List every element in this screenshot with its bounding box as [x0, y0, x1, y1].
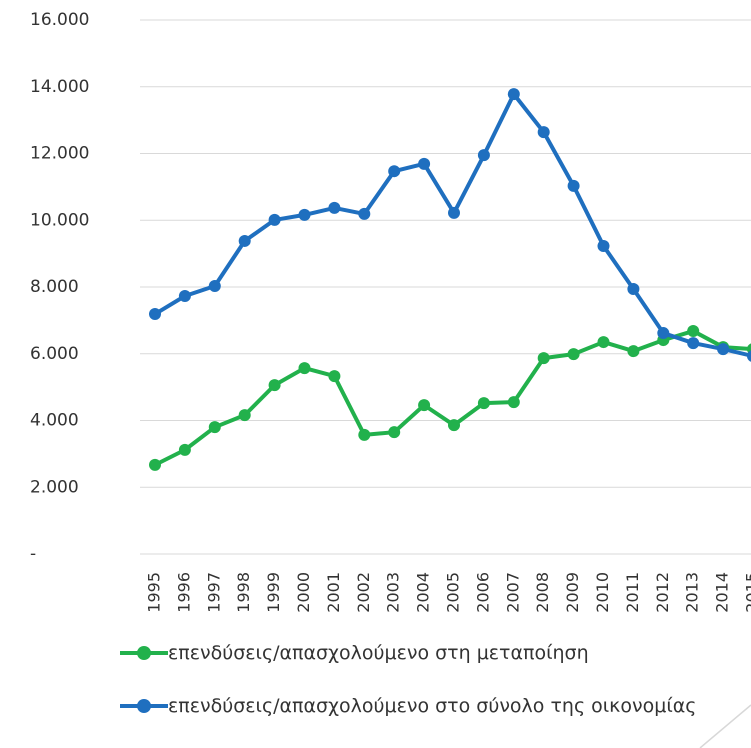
- x-tick-label: 1996: [174, 572, 193, 613]
- y-tick-label: 6.000: [30, 344, 79, 364]
- x-tick-label: 2010: [593, 572, 612, 613]
- data-point: [149, 308, 161, 321]
- data-point: [358, 428, 371, 441]
- data-point: [717, 343, 730, 356]
- data-point: [328, 370, 341, 383]
- data-point: [627, 345, 640, 358]
- y-tick-label: 4.000: [30, 411, 79, 431]
- x-tick-label: 2001: [324, 572, 343, 613]
- y-tick-label: -: [30, 544, 36, 564]
- x-tick-label: 2003: [384, 572, 403, 613]
- legend-swatch: [120, 693, 168, 719]
- x-tick-label: 2009: [563, 572, 582, 613]
- legend-dot: [137, 699, 151, 713]
- x-tick-label: 2007: [503, 572, 522, 613]
- legend-item: επενδύσεις/απασχολούμενο στη μεταποίηση: [120, 640, 720, 666]
- data-point: [448, 206, 460, 219]
- data-point: [328, 201, 341, 214]
- data-point: [238, 234, 251, 247]
- data-point: [298, 362, 311, 375]
- data-point: [388, 426, 401, 439]
- legend-label: επενδύσεις/απασχολούμενο στη μεταποίηση: [168, 642, 589, 664]
- data-point: [448, 419, 460, 432]
- data-point: [268, 379, 281, 392]
- data-point: [208, 421, 221, 434]
- x-tick-label: 2002: [354, 572, 373, 613]
- data-point: [268, 213, 281, 226]
- data-point: [747, 350, 751, 362]
- y-tick-label: 12.000: [30, 144, 89, 164]
- data-point: [537, 352, 550, 365]
- legend-swatch: [120, 640, 168, 666]
- legend-label: επενδύσεις/απασχολούμενο στο σύνολο της …: [168, 695, 697, 717]
- data-point: [178, 290, 191, 303]
- data-point: [298, 208, 311, 221]
- data-point: [657, 327, 670, 340]
- x-tick-label: 2012: [653, 572, 672, 613]
- x-tick-label: 2013: [683, 572, 702, 613]
- x-tick-label: 2011: [623, 572, 642, 613]
- x-tick-label: 2000: [294, 572, 313, 613]
- data-point: [388, 165, 401, 178]
- data-point: [507, 396, 520, 409]
- y-tick-label: 16.000: [30, 10, 89, 30]
- data-point: [627, 283, 640, 296]
- data-point: [537, 126, 550, 139]
- x-tick-label: 1999: [264, 572, 283, 613]
- data-point: [149, 458, 161, 471]
- data-point: [477, 397, 490, 410]
- x-tick-label: 2005: [444, 572, 463, 613]
- x-tick-label: 1995: [145, 572, 164, 613]
- decoration: [699, 704, 751, 748]
- series-line: [153, 92, 751, 358]
- x-tick-label: 1997: [204, 572, 223, 613]
- data-point: [208, 279, 221, 292]
- x-tick-label: 2006: [473, 572, 492, 613]
- data-point: [687, 337, 700, 350]
- data-point: [687, 325, 700, 338]
- data-point: [418, 399, 431, 412]
- x-tick-label: 2014: [713, 572, 732, 613]
- legend-item: επενδύσεις/απασχολούμενο στο σύνολο της …: [120, 693, 720, 719]
- x-tick-label: 1998: [234, 572, 253, 613]
- series-line: [154, 329, 751, 467]
- data-point: [507, 88, 520, 101]
- data-point: [178, 443, 191, 456]
- y-tick-label: 10.000: [30, 210, 89, 230]
- y-tick-label: 8.000: [30, 277, 79, 297]
- data-point: [597, 336, 610, 349]
- data-point: [418, 157, 431, 170]
- y-tick-label: 2.000: [30, 477, 79, 497]
- data-point: [567, 348, 580, 361]
- legend-dot: [137, 646, 151, 660]
- data-point: [238, 409, 251, 422]
- data-point: [358, 207, 371, 220]
- y-tick-label: 14.000: [30, 77, 89, 97]
- x-tick-label: 2015: [743, 572, 751, 613]
- data-point: [597, 239, 610, 252]
- data-point: [477, 149, 490, 162]
- x-tick-label: 2008: [533, 572, 552, 613]
- data-point: [567, 179, 580, 192]
- x-tick-label: 2004: [414, 572, 433, 613]
